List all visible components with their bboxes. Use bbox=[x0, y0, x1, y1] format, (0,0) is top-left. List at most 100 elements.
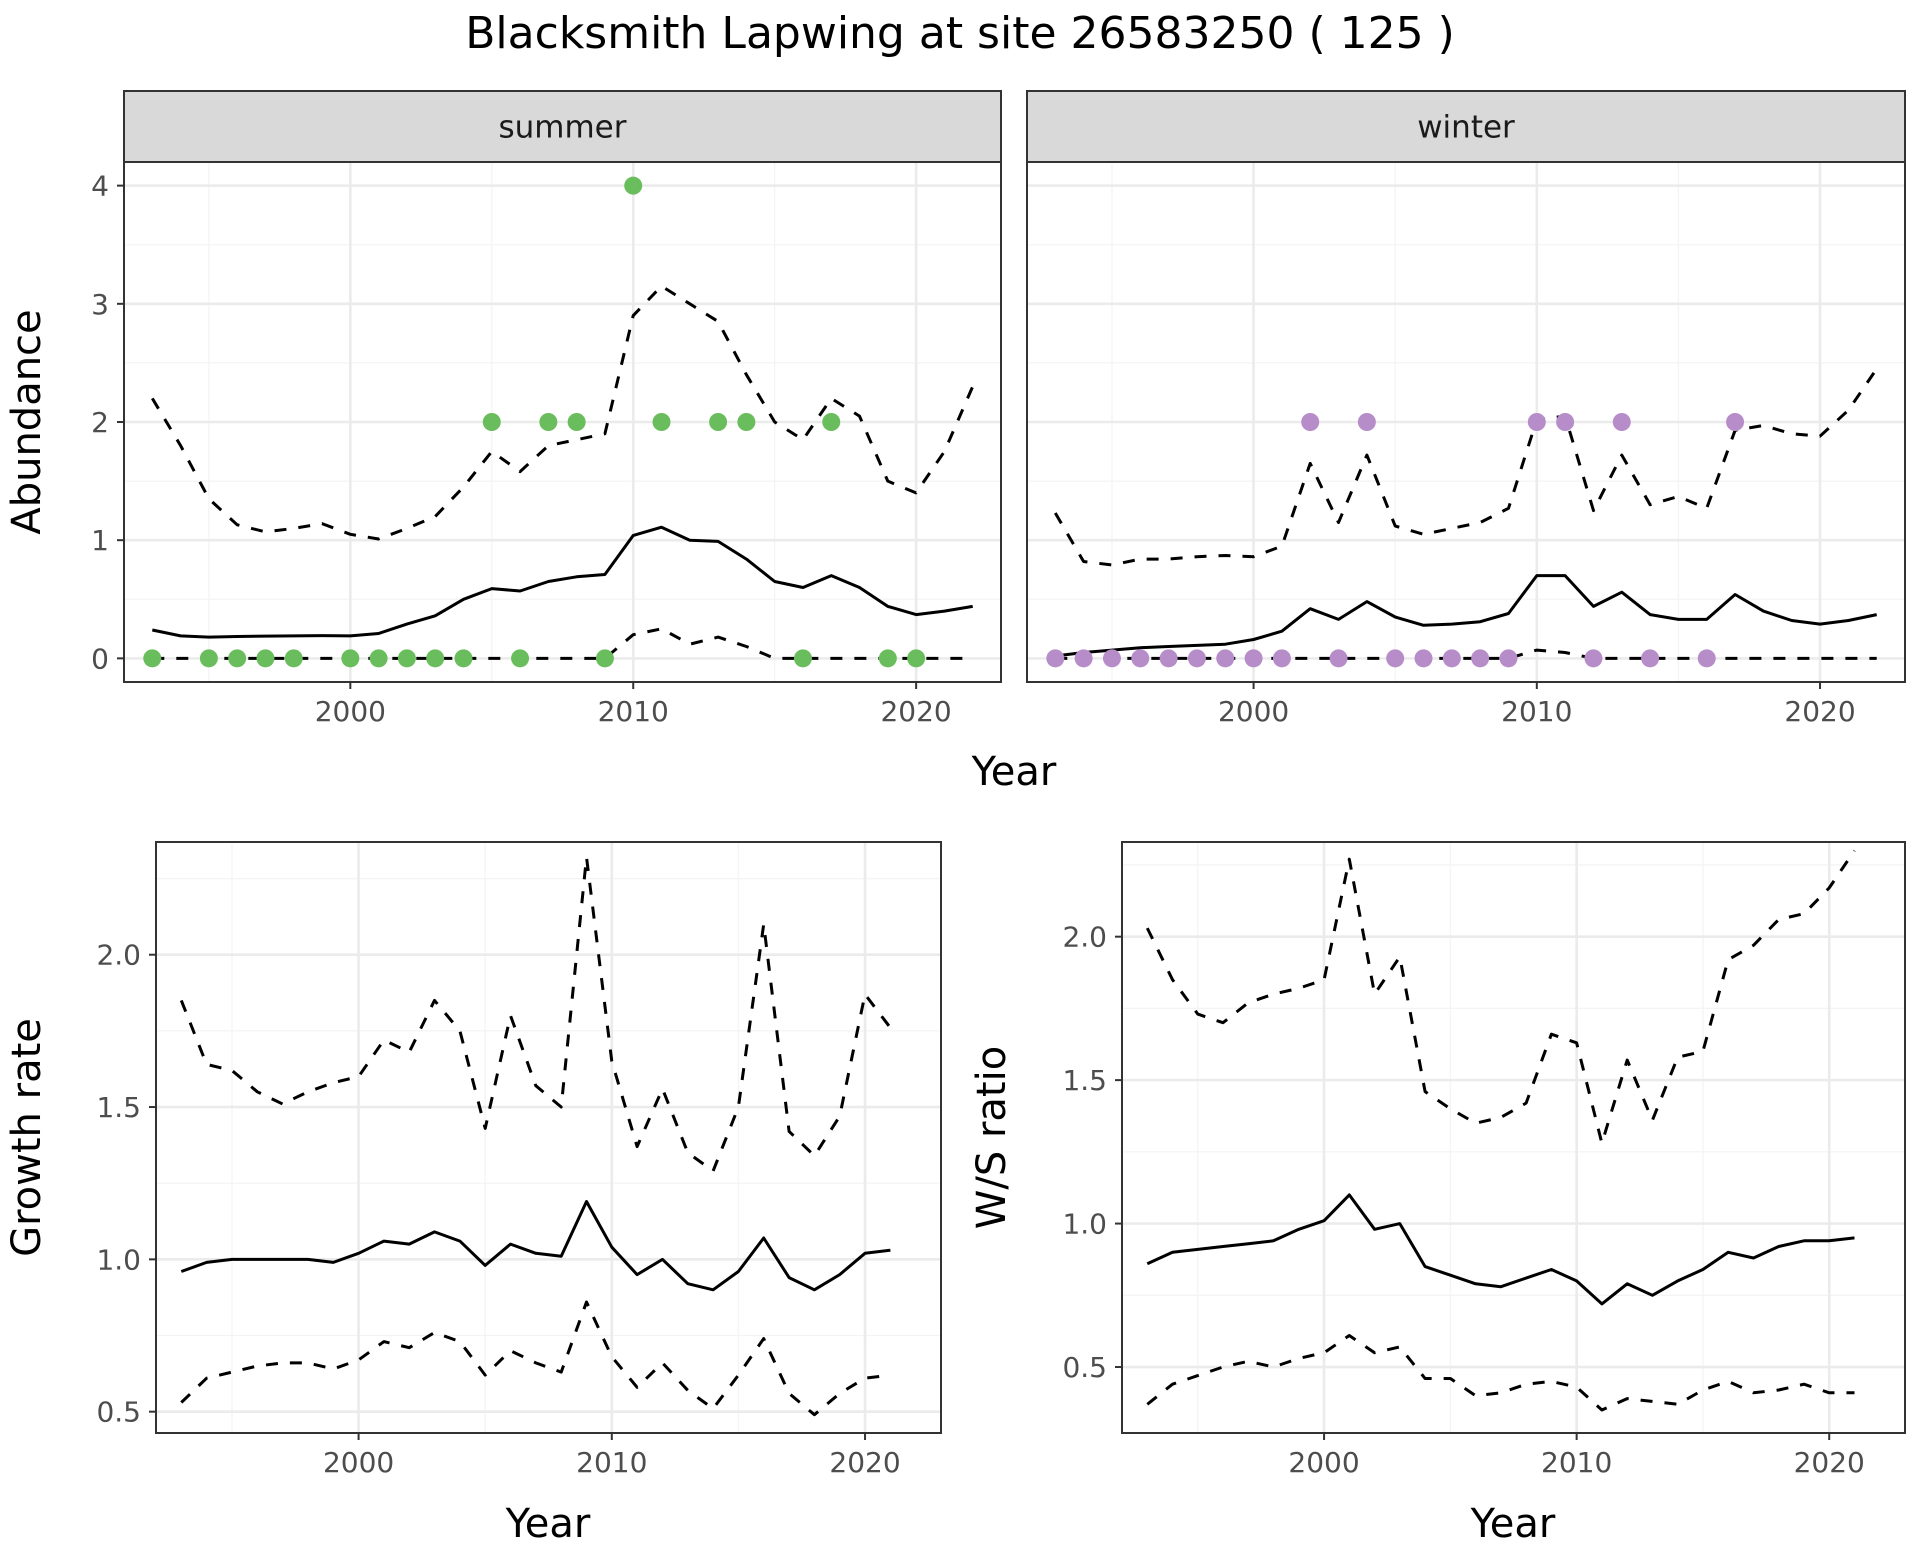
interval-line-2 bbox=[1055, 648, 1877, 660]
observation-point bbox=[1499, 649, 1518, 668]
observation-point bbox=[595, 649, 614, 668]
x-tick-label: 2000 bbox=[323, 1446, 394, 1479]
x-tick-label: 2010 bbox=[1501, 695, 1572, 728]
interval-line-0 bbox=[1145, 849, 1856, 1145]
x-tick-label: 2000 bbox=[315, 695, 386, 728]
x-axis-title-ws: Year bbox=[1470, 1501, 1556, 1547]
x-tick-label: 2000 bbox=[1288, 1446, 1359, 1479]
observation-point bbox=[1442, 649, 1461, 668]
observation-point bbox=[1074, 649, 1093, 668]
observation-point bbox=[822, 413, 841, 431]
interval-line-2 bbox=[1146, 1334, 1855, 1412]
panel-border bbox=[1121, 841, 1906, 1434]
chart-title: Blacksmith Lapwing at site 26583250 ( 12… bbox=[465, 8, 1454, 59]
interval-line-2 bbox=[180, 1300, 891, 1417]
observation-point bbox=[652, 413, 671, 431]
observation-point bbox=[369, 649, 388, 668]
mean-line-1 bbox=[180, 1200, 891, 1292]
interval-line-0 bbox=[151, 284, 975, 541]
y-tick-label: 1.0 bbox=[1062, 1208, 1107, 1241]
x-tick-label: 2020 bbox=[1784, 695, 1855, 728]
y-tick-label: 3 bbox=[91, 288, 109, 321]
observation-point bbox=[1584, 649, 1603, 668]
panel-ws_ratio: 2000 2010 2020 0.5 1.0 1.5 2.0 W/S ratio bbox=[969, 841, 1906, 1479]
mean-line-1 bbox=[151, 525, 973, 639]
observation-point bbox=[341, 649, 360, 668]
observation-point bbox=[1527, 413, 1546, 431]
y-tick-label: 4 bbox=[91, 170, 109, 203]
observation-point bbox=[1556, 413, 1575, 431]
y-axis-title: W/S ratio bbox=[969, 1046, 1015, 1229]
panel-background bbox=[1122, 842, 1905, 1433]
y-tick-label: 0 bbox=[91, 642, 109, 675]
interval-line-0 bbox=[1054, 367, 1878, 567]
y-tick-label: 1.0 bbox=[96, 1243, 141, 1276]
observation-point bbox=[1187, 649, 1206, 668]
mean-line-1 bbox=[1055, 574, 1878, 658]
observation-point bbox=[482, 413, 501, 431]
x-tick-label: 2010 bbox=[576, 1446, 647, 1479]
observation-point bbox=[1301, 413, 1320, 431]
x-tick-label: 2010 bbox=[1541, 1446, 1612, 1479]
observation-point bbox=[1471, 649, 1490, 668]
plots-layer: summer 2000 2010 2020 0 1 2 3 4 Abundance winter 20… bbox=[4, 90, 1906, 1547]
observation-point bbox=[793, 649, 812, 668]
y-axis-title: Abundance bbox=[4, 309, 50, 534]
observation-point bbox=[1641, 649, 1660, 668]
observation-point bbox=[228, 649, 247, 668]
observation-point bbox=[1272, 649, 1291, 668]
observation-point bbox=[454, 649, 473, 668]
observation-point bbox=[1046, 649, 1065, 668]
observation-point bbox=[567, 413, 586, 431]
y-tick-label: 0.5 bbox=[96, 1396, 141, 1429]
observation-point bbox=[1612, 413, 1631, 431]
observation-point bbox=[511, 649, 530, 668]
y-axis-title: Growth rate bbox=[4, 1018, 50, 1257]
x-axis-title-top: Year bbox=[971, 749, 1057, 795]
mean-line-1 bbox=[1146, 1193, 1855, 1306]
observation-point bbox=[878, 649, 897, 668]
interval-line-2 bbox=[152, 627, 973, 660]
observation-point bbox=[624, 176, 643, 195]
panel-winter: winter 2000 2010 2020 bbox=[1026, 90, 1906, 728]
observation-point bbox=[256, 649, 275, 668]
panel-border bbox=[155, 841, 942, 1434]
y-tick-label: 2.0 bbox=[1062, 921, 1107, 954]
strip-winter bbox=[1026, 90, 1906, 163]
strip-label-winter: winter bbox=[1417, 110, 1515, 146]
observation-point bbox=[1414, 649, 1433, 668]
observation-point bbox=[1697, 649, 1716, 668]
x-tick-label: 2020 bbox=[1794, 1446, 1865, 1479]
observation-point bbox=[397, 649, 416, 668]
observation-point bbox=[737, 413, 756, 431]
observation-point bbox=[1102, 649, 1121, 668]
strip-summer bbox=[123, 90, 1002, 163]
observation-point bbox=[907, 649, 926, 668]
observation-point bbox=[284, 649, 303, 668]
observation-point bbox=[1131, 649, 1150, 668]
observation-point bbox=[199, 649, 218, 668]
y-tick-label: 1.5 bbox=[96, 1091, 141, 1124]
y-tick-label: 0.5 bbox=[1062, 1351, 1107, 1384]
panel-growth: 2000 2010 2020 0.5 1.0 1.5 2.0 Growth rate bbox=[4, 841, 942, 1479]
observation-point bbox=[1357, 413, 1376, 431]
y-tick-label: 1 bbox=[91, 524, 109, 557]
observation-point bbox=[1244, 649, 1263, 668]
x-tick-label: 2020 bbox=[880, 695, 951, 728]
x-tick-label: 2000 bbox=[1218, 695, 1289, 728]
x-tick-label: 2010 bbox=[598, 695, 669, 728]
observation-point bbox=[1726, 413, 1745, 431]
strip-label-summer: summer bbox=[498, 110, 626, 146]
observation-point bbox=[426, 649, 445, 668]
observation-point bbox=[1216, 649, 1235, 668]
y-tick-label: 1.5 bbox=[1062, 1064, 1107, 1097]
y-tick-label: 2 bbox=[91, 406, 109, 439]
observation-point bbox=[143, 649, 162, 668]
y-tick-label: 2.0 bbox=[96, 939, 141, 972]
observation-point bbox=[1329, 649, 1348, 668]
panel-summer: summer 2000 2010 2020 0 1 2 3 4 Abundance bbox=[4, 90, 1002, 728]
observation-point bbox=[1386, 649, 1405, 668]
x-axis-title-growth: Year bbox=[505, 1501, 591, 1547]
panel-background bbox=[156, 842, 941, 1433]
